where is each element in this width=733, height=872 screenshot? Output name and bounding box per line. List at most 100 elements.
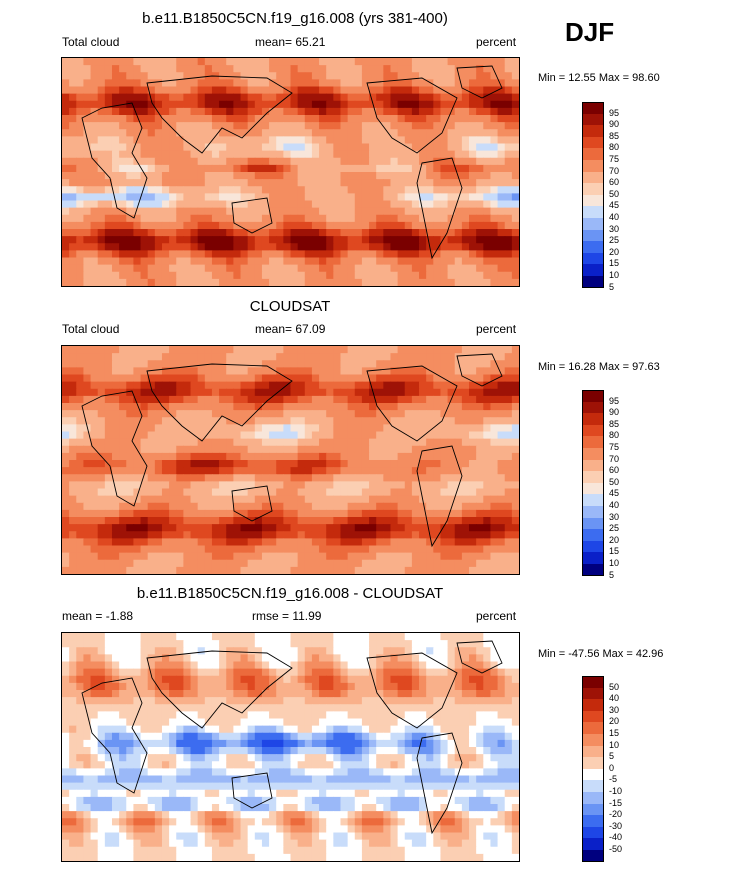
map-cell (176, 697, 184, 705)
map-cell (119, 129, 127, 137)
map-cell (226, 100, 234, 109)
map-cell (133, 186, 142, 194)
map-cell (461, 488, 470, 497)
map-cell (211, 229, 220, 237)
map-cell (240, 193, 249, 202)
map-cell (383, 107, 392, 116)
map-cell (290, 143, 299, 152)
map-cell (190, 214, 199, 223)
map-cell (354, 79, 363, 88)
map-cell (454, 668, 463, 677)
map-cell (126, 157, 135, 166)
map-cell (97, 682, 106, 691)
map-cell (461, 640, 470, 648)
map-cell (197, 711, 206, 720)
map-cell (161, 488, 170, 497)
map-cell (133, 552, 142, 561)
map-cell (154, 236, 163, 244)
map-cell (240, 552, 249, 561)
map-cell (161, 410, 170, 418)
map-cell (169, 668, 177, 677)
map-cell (504, 438, 513, 447)
map-cell (511, 424, 519, 433)
map-cell (497, 243, 506, 251)
map-cell (119, 460, 127, 468)
map-cell (62, 143, 70, 152)
map-cell (140, 229, 149, 237)
colorbar-level-label: 90 (609, 119, 620, 130)
map-cell (197, 654, 206, 663)
map-cell (161, 675, 170, 684)
map-cell (354, 136, 363, 145)
map-cell (340, 193, 349, 202)
map-cell (119, 200, 127, 209)
map-cell (476, 164, 484, 173)
map-cell (240, 517, 249, 525)
map-cell (183, 72, 192, 80)
map-cell (161, 72, 170, 80)
map-cell (276, 122, 284, 130)
map-cell (261, 388, 270, 397)
map-cell (340, 552, 349, 561)
map-cell (476, 410, 484, 418)
map-cell (247, 552, 256, 561)
map-cell (347, 115, 356, 123)
map-cell (311, 381, 320, 390)
map-cell (476, 545, 484, 554)
map-cell (354, 374, 363, 383)
map-cell (361, 545, 370, 554)
map-cell (183, 559, 192, 568)
map-cell (76, 431, 85, 440)
map-cell (319, 566, 327, 574)
map-cell (133, 271, 142, 280)
map-cell (511, 481, 519, 490)
map-cell (169, 381, 177, 390)
map-cell (240, 431, 249, 440)
map-cell (69, 445, 77, 454)
map-cell (83, 93, 92, 102)
map-cell (111, 186, 120, 194)
map-cell (197, 381, 206, 390)
map-cell (133, 640, 142, 648)
map-cell (376, 517, 384, 525)
map-cell (469, 647, 477, 655)
map-cell (376, 682, 384, 691)
map-cell (254, 654, 263, 663)
map-cell (469, 495, 477, 504)
map-cell (126, 72, 135, 80)
map-cell (76, 229, 85, 237)
map-cell (154, 445, 163, 454)
map-cell (233, 640, 242, 648)
map-cell (490, 647, 499, 655)
map-cell (497, 172, 506, 180)
map-cell (383, 640, 392, 648)
map-cell (340, 424, 349, 433)
map-cell (104, 668, 113, 677)
map-cell (354, 403, 363, 411)
map-cell (469, 374, 477, 383)
map-cell (147, 72, 156, 80)
map-cell (176, 164, 184, 173)
map-cell (433, 58, 442, 66)
map-cell (483, 538, 492, 547)
map-cell (440, 100, 449, 109)
map-cell (83, 438, 92, 447)
map-cell (111, 704, 120, 712)
map-cell (361, 129, 370, 137)
map-cell (404, 250, 413, 259)
map-cell (154, 718, 163, 727)
map-cell (304, 403, 313, 411)
map-cell (461, 481, 470, 490)
map-cell (97, 264, 106, 273)
map-cell (440, 559, 449, 568)
map-cell (104, 690, 113, 698)
map-cell (333, 229, 342, 237)
map-cell (140, 647, 149, 655)
map-cell (461, 72, 470, 80)
map-cell (254, 186, 263, 194)
map-cell (319, 115, 327, 123)
map-cell (197, 704, 206, 712)
map-cell (183, 157, 192, 166)
map-cell (354, 661, 363, 670)
map-cell (333, 690, 342, 698)
